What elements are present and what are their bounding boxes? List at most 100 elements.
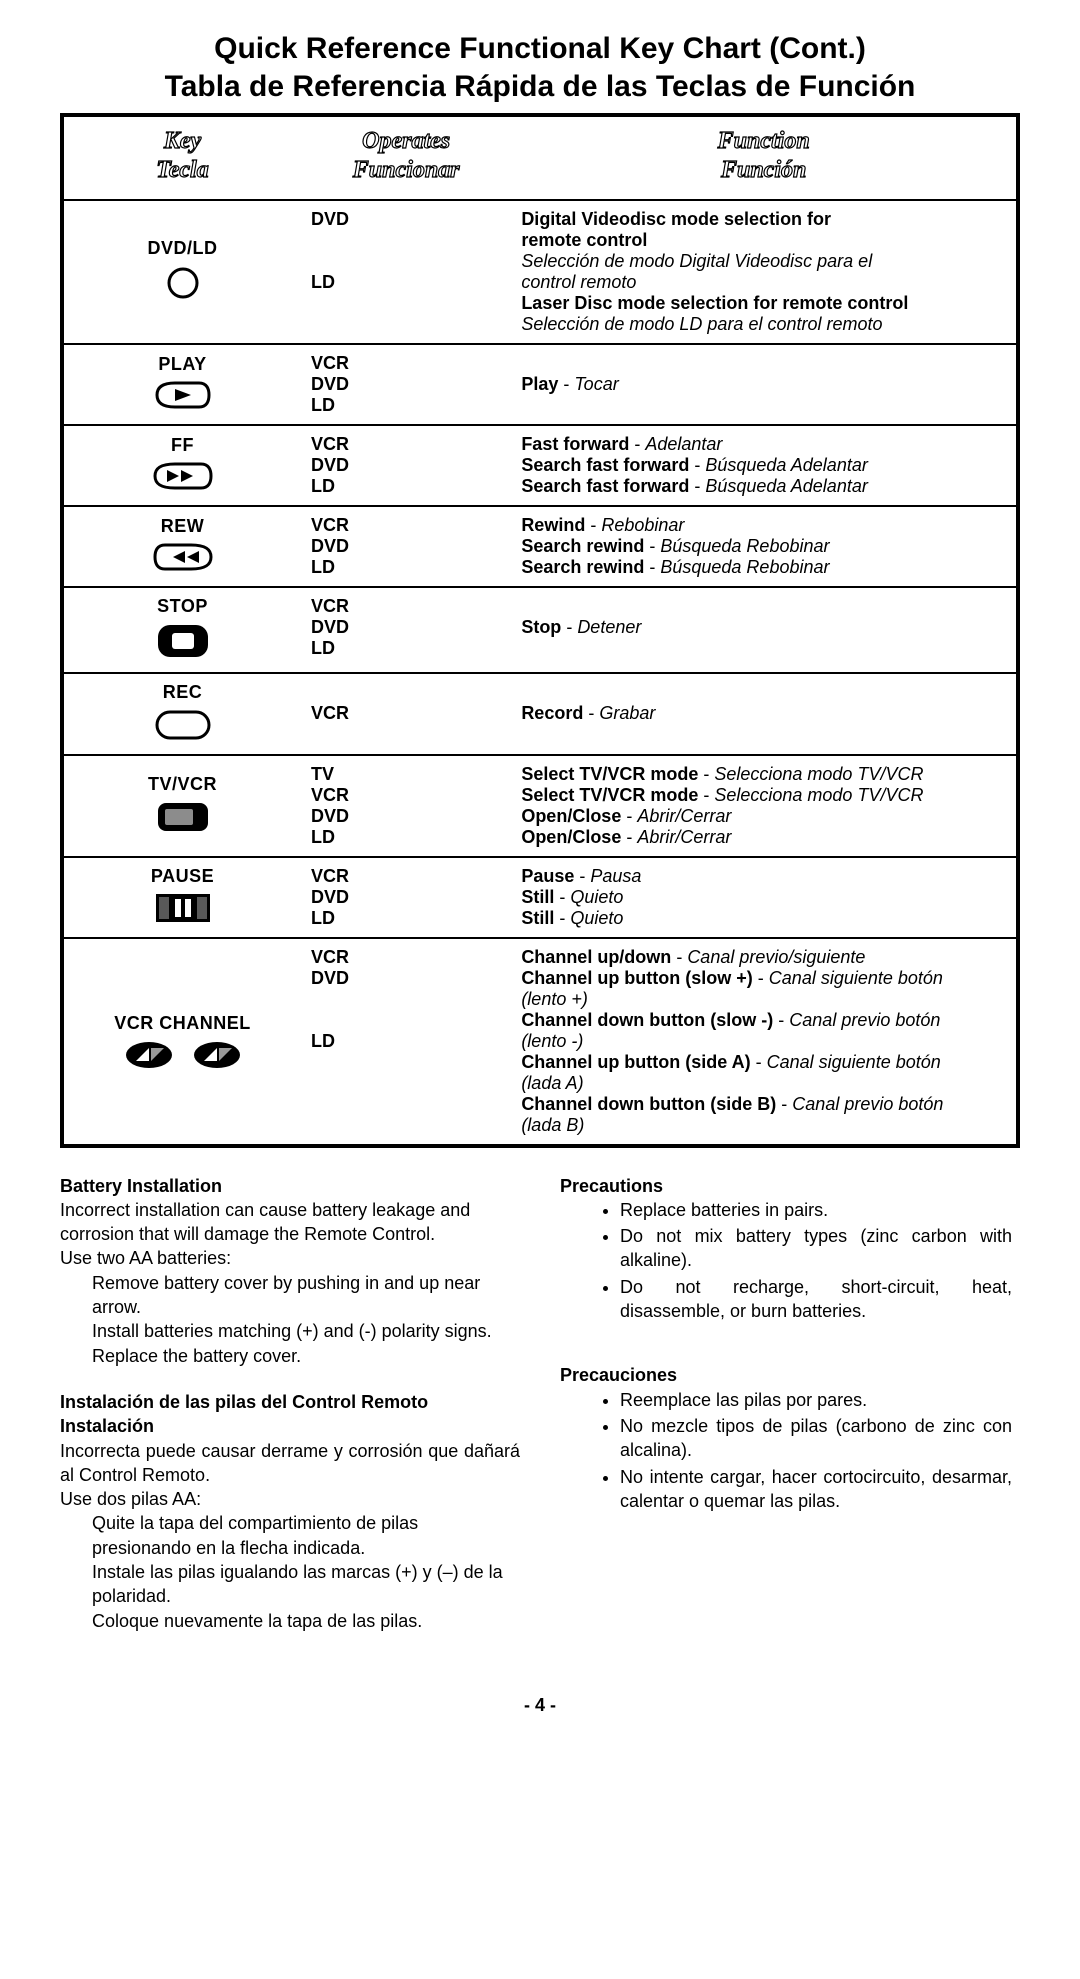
function-line: Play - Tocar [521,374,1006,395]
function-line: Stop - Detener [521,617,1006,638]
function-cell: Record - Grabar [511,673,1018,755]
operates-line: DVD [311,806,501,827]
title-block: Quick Reference Functional Key Chart (Co… [60,30,1020,105]
bottom-columns: Battery Installation Incorrect installat… [60,1174,1020,1655]
function-cell: Play - Tocar [511,344,1018,425]
battery-install-en: Battery Installation Incorrect installat… [60,1174,520,1368]
function-line: Digital Videodisc mode selection for [521,209,1006,230]
operates-cell: VCRDVDLD [301,857,511,938]
key-label: VCR CHANNEL [74,1013,291,1034]
key-label: PLAY [74,354,291,375]
operates-line: LD [311,476,501,497]
operates-cell: VCR [301,673,511,755]
header-op-en: Operates [305,127,507,156]
function-cell: Fast forward - AdelantarSearch fast forw… [511,425,1018,506]
function-line: Channel up/down - Canal previo/siguiente [521,947,1006,968]
function-cell: Rewind - Rebobinar Search rewind - Búsque… [511,506,1018,587]
operates-line [311,682,501,703]
function-cell: Digital Videodisc mode selection forremo… [511,200,1018,344]
function-line: (lada A) [521,1073,1006,1094]
function-line: Channel down button (side B) - Canal pre… [521,1094,1006,1115]
function-line [521,724,1006,745]
operates-line: LD [311,272,501,293]
page-number: - 4 - [60,1695,1020,1716]
bullet-item: Replace batteries in pairs. [620,1198,1020,1222]
operates-cell: VCRDVDLD [301,344,511,425]
battery-es-title1: Instalación de las pilas del Control Rem… [60,1392,428,1412]
bullet-item: No intente cargar, hacer cortocircuito, … [620,1465,1020,1514]
battery-en-steps: Remove battery cover by pushing in and u… [60,1271,520,1368]
function-line: Select TV/VCR mode - Selecciona modo TV/… [521,764,1006,785]
prec-es-list: Reemplace las pilas por pares.No mezcle … [560,1388,1020,1513]
step-line: Quite la tapa del compartimiento de pila… [92,1511,520,1560]
key-cell: REC [62,673,301,755]
header-key-en: Key [68,127,297,156]
battery-en-title: Battery Installation [60,1176,222,1196]
title-spanish: Tabla de Referencia Rápida de las Teclas… [60,68,1020,106]
function-line: Search rewind - Búsqueda Rebobinar [521,557,1006,578]
header-fn-en: Function [515,127,1012,156]
header-fn-es: Función [515,156,1012,185]
operates-line: VCR [311,866,501,887]
key-cell: REW [62,506,301,587]
function-line: Still - Quieto [521,887,1006,908]
function-line: Search fast forward - Búsqueda Adelantar [521,455,1006,476]
title-english: Quick Reference Functional Key Chart (Co… [60,30,1020,68]
operates-line: LD [311,638,501,659]
operates-line: VCR [311,596,501,617]
stop-block-icon [74,623,291,664]
operates-line [311,989,501,1010]
battery-es-p1: Incorrecta puede causar derrame y corros… [60,1439,520,1488]
function-line: Channel up button (side A) - Canal sigui… [521,1052,1006,1073]
table-header-row: Key Tecla Operates Funcionar Function Fu… [62,115,1018,200]
function-cell: Pause - PausaStill - QuietoStill - Quiet… [511,857,1018,938]
play-cassette-icon [74,381,291,414]
operates-line: VCR [311,703,501,724]
key-label: REC [74,682,291,703]
key-cell: TV/VCR [62,755,301,857]
operates-line: LD [311,395,501,416]
table-row: FFVCRDVDLDFast forward - AdelantarSearch… [62,425,1018,506]
battery-install-es: Instalación de las pilas del Control Rem… [60,1390,520,1633]
operates-line: LD [311,557,501,578]
operates-cell: TVVCRDVDLD [301,755,511,857]
function-cell: Select TV/VCR mode - Selecciona modo TV/… [511,755,1018,857]
function-line: Selección de modo LD para el control rem… [521,314,1006,335]
table-row: STOPVCRDVDLD Stop - Detener [62,587,1018,673]
function-line: Select TV/VCR mode - Selecciona modo TV/… [521,785,1006,806]
function-line [521,596,1006,617]
header-operates: Operates Funcionar [301,115,511,200]
operates-line [311,230,501,251]
channel-pair-icon [74,1040,291,1070]
function-line: Rewind - Rebobinar [521,515,1006,536]
function-line: (lento +) [521,989,1006,1010]
function-line: Open/Close - Abrir/Cerrar [521,827,1006,848]
function-line: Record - Grabar [521,703,1006,724]
battery-en-p1: Incorrect installation can cause battery… [60,1198,520,1247]
operates-line: VCR [311,434,501,455]
function-line: Channel down button (slow -) - Canal pre… [521,1010,1006,1031]
function-line: control remoto [521,272,1006,293]
operates-line: DVD [311,968,501,989]
header-op-es: Funcionar [305,156,507,185]
key-label: DVD/LD [74,238,291,259]
prec-es-title: Precauciones [560,1365,677,1385]
function-cell: Channel up/down - Canal previo/siguiente… [511,938,1018,1146]
function-line [521,395,1006,416]
table-row: PAUSEVCRDVDLDPause - PausaStill - Quieto… [62,857,1018,938]
battery-es-p2: Use dos pilas AA: [60,1487,520,1511]
step-line: Remove battery cover by pushing in and u… [92,1271,520,1320]
operates-line: VCR [311,515,501,536]
key-cell: PLAY [62,344,301,425]
operates-line: LD [311,1031,501,1052]
prec-en-list: Replace batteries in pairs.Do not mix ba… [560,1198,1020,1323]
table-row: DVD/LDDVD LDDigital Videodisc mode selec… [62,200,1018,344]
function-line: Fast forward - Adelantar [521,434,1006,455]
operates-cell: VCRDVDLD [301,425,511,506]
function-line [521,353,1006,374]
battery-es-title2: Instalación [60,1416,154,1436]
step-line: Instale las pilas igualando las marcas (… [92,1560,520,1609]
circle-outline-icon [74,265,291,306]
function-line: remote control [521,230,1006,251]
operates-line: VCR [311,785,501,806]
